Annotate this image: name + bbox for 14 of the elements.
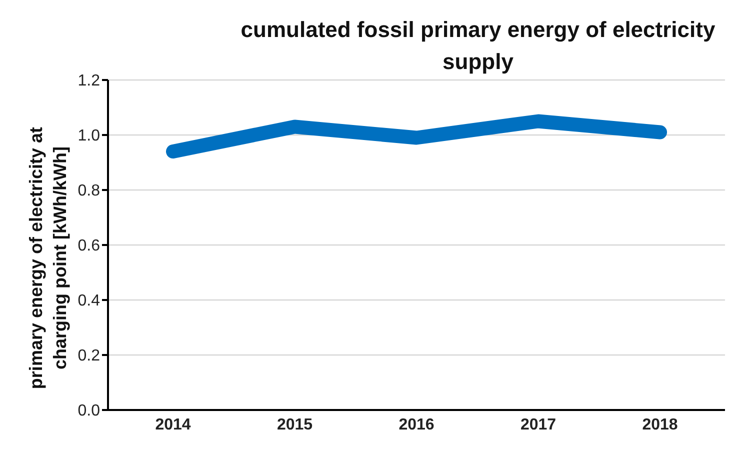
y-tick-label: 0.2 — [78, 348, 100, 365]
chart-title: cumulated fossil primary energy of electricity supply — [228, 14, 728, 78]
y-tick-label: 1.2 — [78, 72, 100, 90]
y-tick-label: 0.6 — [78, 238, 100, 255]
y-tick-label: 0.8 — [78, 182, 100, 200]
y-tick-label: 0.4 — [78, 292, 100, 310]
y-tick-label: 0.0 — [78, 402, 100, 420]
x-tick-label: 2018 — [642, 416, 678, 434]
x-tick-label: 2016 — [398, 416, 434, 434]
x-tick-label: 2014 — [155, 416, 191, 434]
y-axis-title: primary energy of electricity at charging point [kWh/kWh] — [26, 126, 70, 390]
x-tick-label: 2017 — [520, 416, 556, 434]
x-tick-label: 2015 — [276, 416, 313, 434]
y-tick-label: 1.0 — [78, 128, 100, 145]
